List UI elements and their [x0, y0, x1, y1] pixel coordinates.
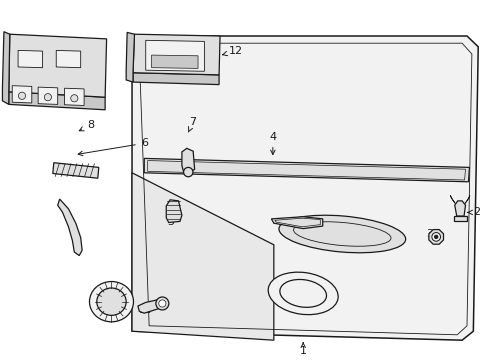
Text: 8: 8	[79, 120, 94, 131]
Text: 7: 7	[188, 117, 196, 132]
Polygon shape	[132, 36, 477, 340]
Polygon shape	[133, 34, 220, 75]
Polygon shape	[126, 32, 134, 82]
Polygon shape	[453, 216, 466, 221]
Polygon shape	[144, 158, 468, 182]
Polygon shape	[58, 199, 82, 256]
Polygon shape	[428, 230, 443, 244]
Polygon shape	[166, 200, 182, 222]
Text: 5: 5	[167, 215, 174, 228]
Circle shape	[433, 235, 437, 239]
Circle shape	[44, 94, 51, 101]
Text: 9: 9	[97, 302, 106, 314]
Circle shape	[71, 95, 78, 102]
Polygon shape	[9, 92, 105, 110]
Polygon shape	[138, 299, 166, 313]
Polygon shape	[449, 195, 454, 203]
Ellipse shape	[97, 288, 126, 315]
Polygon shape	[56, 50, 81, 68]
Circle shape	[19, 92, 25, 99]
Text: 2: 2	[467, 207, 479, 217]
Polygon shape	[18, 50, 42, 68]
Ellipse shape	[267, 272, 338, 315]
Polygon shape	[151, 55, 198, 68]
Circle shape	[431, 233, 440, 241]
Circle shape	[156, 297, 168, 310]
Polygon shape	[271, 217, 322, 229]
Polygon shape	[133, 73, 219, 85]
Polygon shape	[12, 86, 32, 103]
Polygon shape	[182, 148, 194, 173]
Polygon shape	[38, 87, 58, 104]
Polygon shape	[464, 195, 469, 203]
Circle shape	[183, 167, 193, 177]
Polygon shape	[2, 32, 10, 104]
Polygon shape	[132, 173, 273, 340]
Polygon shape	[145, 40, 204, 71]
Polygon shape	[64, 88, 84, 105]
Ellipse shape	[89, 282, 133, 322]
Text: 4: 4	[269, 132, 276, 154]
Text: 11: 11	[5, 81, 25, 91]
Polygon shape	[454, 201, 465, 216]
Ellipse shape	[278, 215, 405, 253]
Text: 6: 6	[78, 138, 147, 156]
Text: 1: 1	[299, 343, 306, 356]
Polygon shape	[9, 34, 106, 97]
Text: 12: 12	[222, 46, 242, 56]
Circle shape	[159, 300, 165, 307]
Polygon shape	[53, 163, 99, 178]
Ellipse shape	[279, 279, 326, 307]
Text: 3: 3	[425, 229, 435, 241]
Text: 10: 10	[139, 302, 152, 315]
